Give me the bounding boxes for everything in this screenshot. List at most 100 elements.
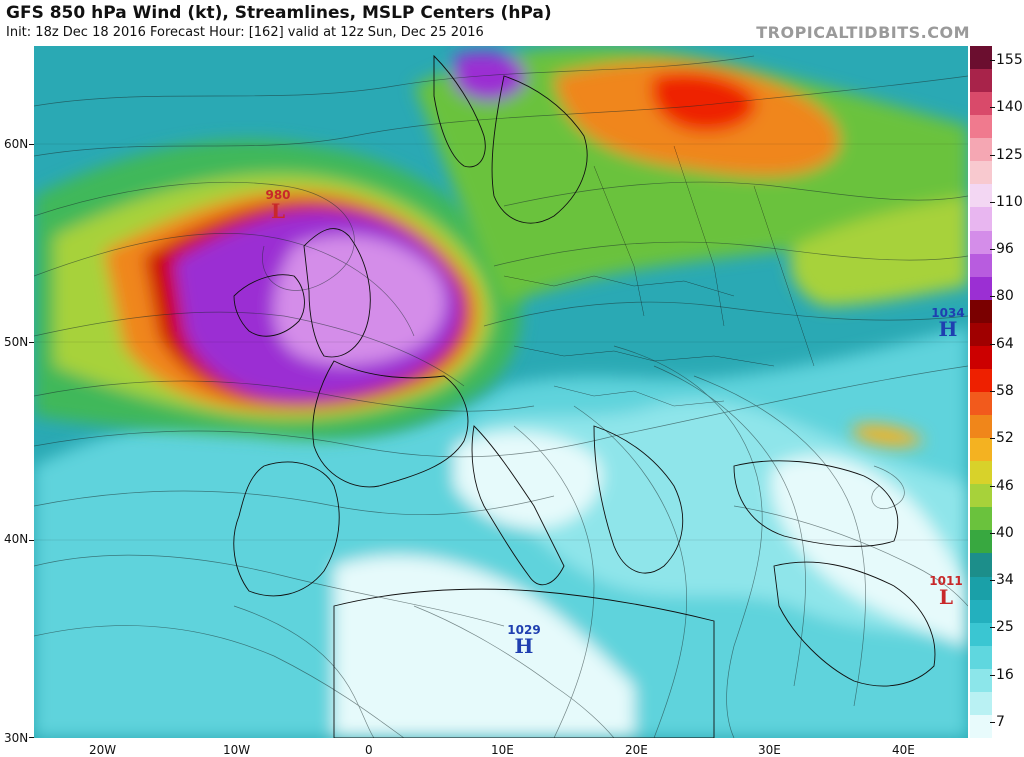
colorbar-swatch (970, 576, 992, 601)
lat-tick-60n (29, 144, 34, 145)
colorbar-label: 110 (996, 193, 1023, 210)
northern-jet-band (414, 46, 968, 447)
lon-label-10e: 10E (491, 743, 514, 757)
lon-label-20e: 20E (625, 743, 648, 757)
colorbar-swatch (970, 345, 992, 370)
coastlines (233, 54, 936, 738)
graticule (34, 143, 968, 541)
lat-tick-30n (29, 737, 34, 738)
colorbar-label: 80 (996, 288, 1014, 305)
colorbar-tick (990, 60, 995, 61)
colorbar-swatch (970, 161, 992, 185)
high-center-1029: 1029 H (502, 623, 546, 658)
colorbar-tick (990, 154, 995, 156)
colorbar-tick (990, 438, 995, 440)
colorbar-swatch (970, 599, 992, 624)
colorbar-swatch (970, 392, 992, 416)
colorbar-label: 16 (996, 666, 1014, 683)
colorbar-label: 52 (996, 430, 1014, 447)
colorbar-tick (990, 391, 995, 392)
wind-map (34, 46, 968, 738)
colorbar-label: 58 (996, 383, 1014, 399)
lon-label-10w: 10W (223, 743, 251, 757)
colorbar-tick (990, 674, 995, 676)
low-center-1011-letter: L (938, 585, 954, 609)
colorbar-tick (990, 627, 995, 629)
map-subtitle: Init: 18z Dec 18 2016 Forecast Hour: [16… (6, 25, 484, 40)
colorbar-label: 125 (996, 146, 1023, 163)
low-center-980-letter: L (270, 199, 286, 223)
colorbar-swatch (970, 184, 992, 208)
low-center-980-value: 980 (265, 188, 291, 202)
colorbar-swatch (970, 322, 992, 347)
lat-tick-40n (29, 540, 34, 541)
colorbar-swatch (970, 553, 992, 578)
high-center-1029-letter: H (514, 634, 534, 658)
colorbar-swatch (970, 691, 992, 716)
lat-label-40n: 40N (4, 532, 29, 546)
colorbar-swatch (970, 438, 992, 462)
low-center-1011-value: 1011 (929, 574, 963, 588)
country-borders (503, 145, 815, 407)
colorbar-swatch (970, 253, 992, 278)
colorbar-swatch (970, 207, 992, 232)
lat-label-30n: 30N (4, 731, 29, 745)
lat-label-60n: 60N (4, 137, 29, 151)
colorbar-swatch (970, 530, 992, 554)
wind-field (34, 46, 968, 738)
lon-label-0: 0 (365, 743, 373, 757)
header: GFS 850 hPa Wind (kt), Streamlines, MSLP… (0, 0, 1024, 46)
colorbar-label: 40 (996, 524, 1014, 541)
colorbar-swatch (970, 415, 992, 439)
lon-label-40e: 40E (892, 743, 915, 757)
brand-watermark: TROPICALTIDBITS.COM (756, 23, 970, 42)
colorbar-label: 7 (996, 714, 1005, 730)
low-center-1011: 1011 L (924, 574, 968, 609)
colorbar-swatch (970, 714, 992, 739)
colorbar-label: 25 (996, 619, 1014, 636)
high-center-1034-value: 1034 (931, 306, 965, 320)
colorbar-label: 64 (996, 335, 1014, 352)
jet-stream-band (34, 139, 521, 440)
colorbar-tick (990, 532, 995, 534)
colorbar-label: 140 (996, 99, 1023, 116)
map-title: GFS 850 hPa Wind (kt), Streamlines, MSLP… (6, 3, 552, 23)
lat-tick-50n (29, 342, 34, 343)
colorbar-label: 34 (996, 572, 1014, 589)
high-center-1029-value: 1029 (507, 623, 541, 637)
colorbar-swatch (970, 115, 992, 139)
lat-label-50n: 50N (4, 335, 29, 349)
colorbar-swatch (970, 46, 992, 70)
colorbar-swatch (970, 138, 992, 162)
wind-speed-colorbar (970, 46, 992, 739)
colorbar-swatch (970, 230, 992, 255)
colorbar-swatch (970, 92, 992, 116)
colorbar-swatch (970, 507, 992, 531)
colorbar-swatch (970, 484, 992, 508)
colorbar-swatch (970, 668, 992, 693)
colorbar-label: 46 (996, 477, 1014, 494)
colorbar-label: 96 (996, 241, 1014, 258)
lon-label-20w: 20W (89, 743, 117, 757)
colorbar-tick (990, 107, 995, 109)
colorbar-tick (990, 580, 995, 582)
colorbar-tick (990, 201, 995, 203)
colorbar-swatch (970, 368, 992, 393)
colorbar-tick (990, 722, 995, 723)
colorbar-swatch (970, 69, 992, 93)
streamlines (34, 55, 968, 738)
colorbar-label: 155 (996, 52, 1023, 68)
low-center-980: 980 L (258, 188, 298, 223)
high-center-1034: 1034 H (926, 306, 970, 341)
colorbar-tick (990, 296, 995, 298)
colorbar-swatch (970, 461, 992, 485)
colorbar-tick (990, 249, 995, 251)
colorbar-swatch (970, 622, 992, 647)
colorbar-tick (990, 485, 995, 487)
colorbar-swatch (970, 299, 992, 324)
high-center-1034-letter: H (938, 317, 958, 341)
lon-label-30e: 30E (758, 743, 781, 757)
colorbar-swatch (970, 276, 992, 301)
colorbar-swatch (970, 645, 992, 670)
colorbar-tick (990, 343, 995, 345)
